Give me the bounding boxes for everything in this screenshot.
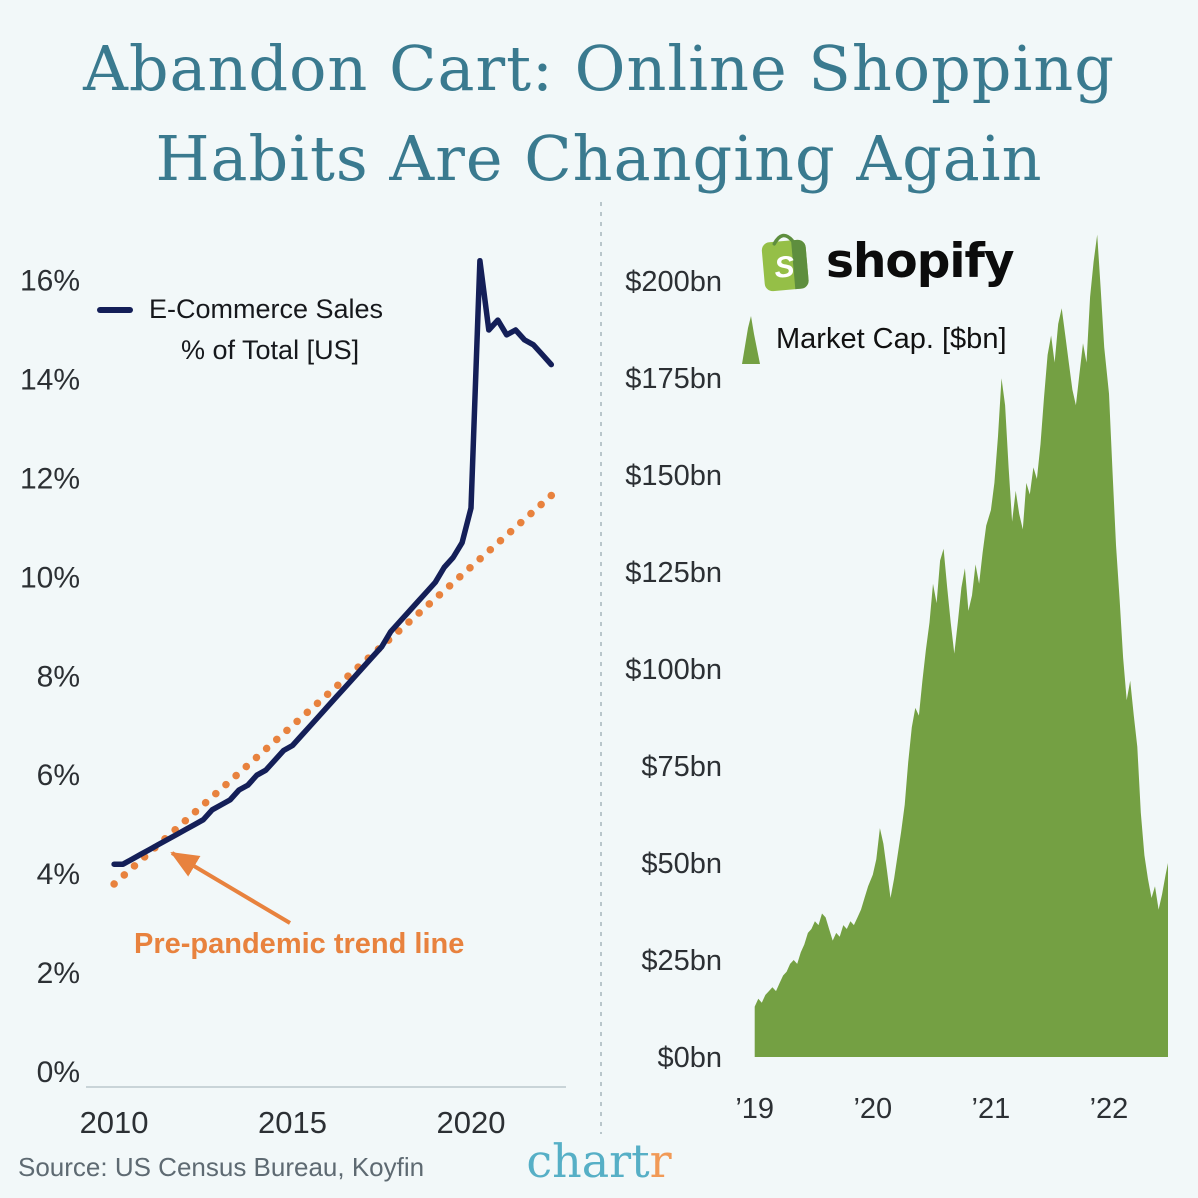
shopify-logo-icon: S	[761, 233, 810, 292]
svg-text:2015: 2015	[258, 1105, 327, 1140]
svg-text:2020: 2020	[437, 1105, 506, 1140]
title-line-1: Abandon Cart: Online Shopping	[83, 32, 1115, 105]
svg-text:’22: ’22	[1090, 1093, 1129, 1125]
market-cap-legend-icon	[742, 316, 760, 364]
svg-text:8%: 8%	[37, 660, 80, 693]
svg-text:0%: 0%	[37, 1056, 80, 1089]
source-credit: Source: US Census Bureau, Koyfin	[18, 1152, 425, 1182]
svg-text:16%: 16%	[20, 265, 80, 298]
svg-text:2010: 2010	[80, 1105, 149, 1140]
svg-text:’21: ’21	[972, 1093, 1011, 1125]
title-line-2: Habits Are Changing Again	[155, 121, 1043, 195]
svg-text:2%: 2%	[37, 957, 80, 990]
svg-text:$150bn: $150bn	[625, 460, 722, 492]
shopify-chart: $0bn $25bn $50bn $75bn $100bn $125bn $150bn $17…	[625, 234, 1168, 1125]
y-axis-tick-labels: $0bn $25bn $50bn $75bn $100bn $125bn $150bn $17…	[625, 266, 722, 1074]
svg-text:S: S	[773, 250, 796, 285]
svg-text:$125bn: $125bn	[625, 557, 722, 589]
ecommerce-legend-label-2: % of Total [US]	[181, 335, 360, 365]
annotation-arrow-icon	[170, 851, 292, 925]
chartr-logo-main: chart	[526, 1134, 650, 1188]
shopify-wordmark: shopify	[826, 233, 1015, 289]
shopify-market-cap-area	[754, 234, 1168, 1058]
svg-text:12%: 12%	[20, 462, 80, 495]
market-cap-legend: Market Cap. [$bn]	[740, 314, 1007, 364]
ecommerce-legend-swatch	[97, 306, 133, 313]
svg-text:$175bn: $175bn	[625, 363, 722, 395]
svg-text:6%: 6%	[37, 759, 80, 792]
svg-text:$75bn: $75bn	[641, 751, 722, 783]
ecommerce-legend: E-Commerce Sales % of Total [US]	[97, 294, 383, 366]
ecommerce-legend-label-1: E-Commerce Sales	[149, 294, 384, 324]
shopify-brand: S shopify	[756, 228, 1015, 294]
y-axis-tick-labels: 0% 2% 4% 6% 8% 10% 12% 14% 16%	[20, 265, 80, 1089]
svg-text:$0bn: $0bn	[657, 1042, 722, 1074]
chartr-logo-accent: r	[649, 1134, 672, 1188]
ecommerce-chart: 0% 2% 4% 6% 8% 10% 12% 14% 16% 2010 2015 2020	[20, 257, 566, 1140]
svg-text:10%: 10%	[20, 561, 80, 594]
chartr-logo: chartr	[0, 1134, 1198, 1188]
svg-text:4%: 4%	[37, 858, 80, 891]
svg-text:14%: 14%	[20, 363, 80, 396]
ecommerce-line	[111, 257, 555, 867]
svg-text:$50bn: $50bn	[641, 848, 722, 880]
market-cap-legend-label: Market Cap. [$bn]	[776, 322, 1007, 355]
x-axis-tick-labels: 2010 2015 2020	[80, 1105, 506, 1140]
x-axis-tick-labels: ’19 ’20 ’21 ’22	[735, 1093, 1128, 1125]
chart-divider	[600, 202, 602, 1134]
pre-pandemic-trend-line	[110, 487, 561, 888]
svg-text:$25bn: $25bn	[641, 945, 722, 977]
svg-text:’19: ’19	[735, 1093, 774, 1125]
page-title: Abandon Cart: Online Shopping Habits Are…	[0, 24, 1198, 204]
svg-text:’20: ’20	[853, 1093, 892, 1125]
svg-text:$100bn: $100bn	[625, 654, 722, 686]
svg-text:$200bn: $200bn	[625, 266, 722, 298]
trend-annotation-label: Pre-pandemic trend line	[134, 928, 465, 960]
